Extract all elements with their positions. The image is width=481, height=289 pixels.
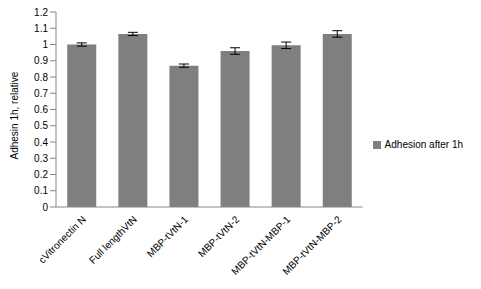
svg-text:0.9: 0.9 [34,55,48,66]
svg-text:0.5: 0.5 [34,120,48,131]
svg-text:1.2: 1.2 [34,7,48,18]
svg-text:0.8: 0.8 [34,72,48,83]
svg-text:Full lengthVtN: Full lengthVtN [87,214,139,266]
svg-text:0.3: 0.3 [34,153,48,164]
html-text:Adhesion after 1h: Adhesion after 1h [384,139,463,150]
svg-text:Adhesin 1h, relative: Adhesin 1h, relative [9,71,20,159]
svg-text:0.6: 0.6 [34,104,48,115]
svg-text:1.1: 1.1 [34,23,48,34]
svg-text:0.7: 0.7 [34,88,48,99]
svg-text:0.2: 0.2 [34,169,48,180]
svg-text:MBP-tVtN-1: MBP-tVtN-1 [145,213,191,259]
svg-text:MBP-tVtN-MBP-2: MBP-tVtN-MBP-2 [280,213,343,276]
svg-text:0.4: 0.4 [34,137,48,148]
svg-text:1: 1 [42,39,48,50]
svg-text:0: 0 [42,202,48,213]
svg-text:0.1: 0.1 [34,185,48,196]
svg-text:cVitronectin N: cVitronectin N [36,214,88,266]
svg-text:MBP-tVtN-2: MBP-tVtN-2 [196,213,242,259]
svg-text:MBP-tVtN-MBP-1: MBP-tVtN-MBP-1 [229,213,293,277]
